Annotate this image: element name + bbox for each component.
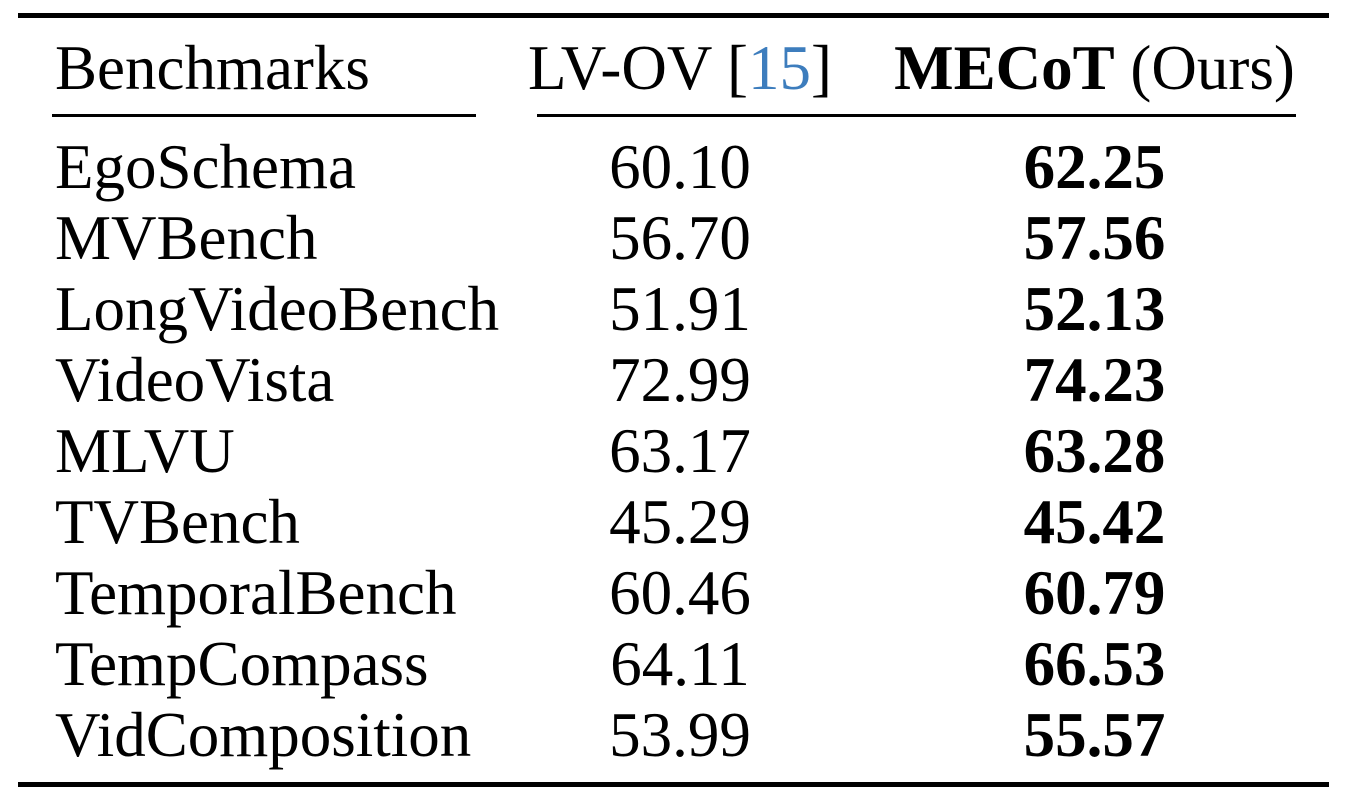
header-mecot-suffix: (Ours)	[1114, 32, 1295, 103]
table-row: TVBench 45.29 45.42	[18, 487, 1329, 558]
table-top-rule	[18, 13, 1329, 18]
table-body: EgoSchema 60.10 62.25 MVBench 56.70 57.5…	[0, 132, 1346, 771]
table-row: LongVideoBench 51.91 52.13	[18, 274, 1329, 345]
citation-link-15[interactable]: 15	[748, 32, 811, 103]
header-lvov: LV-OV [15]	[500, 36, 860, 100]
table-row: TemporalBench 60.46 60.79	[18, 558, 1329, 629]
header-mecot-label: MECoT	[894, 32, 1115, 103]
table-row: MVBench 56.70 57.56	[18, 203, 1329, 274]
table-row: TempCompass 64.11 66.53	[18, 629, 1329, 700]
table-bottom-rule	[18, 782, 1329, 787]
lvov-score: 64.11	[610, 629, 750, 699]
mecot-score: 63.28	[1023, 416, 1166, 486]
header-midrule-benchmarks	[52, 114, 476, 117]
citation-bracket-open: [	[711, 32, 748, 103]
benchmark-name: MVBench	[55, 203, 318, 273]
header-lvov-label: LV-OV	[528, 32, 712, 103]
benchmark-name: VideoVista	[55, 345, 335, 415]
header-midrule-scores	[537, 114, 1296, 117]
mecot-score: 57.56	[1023, 203, 1166, 273]
lvov-score: 51.91	[609, 274, 751, 344]
lvov-score: 56.70	[609, 203, 751, 273]
mecot-score: 52.13	[1023, 274, 1166, 344]
lvov-score: 60.46	[609, 558, 751, 628]
benchmark-name: LongVideoBench	[55, 274, 500, 344]
table-row: VideoVista 72.99 74.23	[18, 345, 1329, 416]
lvov-score: 53.99	[609, 700, 751, 770]
lvov-score: 60.10	[609, 132, 751, 202]
mecot-score: 55.57	[1023, 700, 1166, 770]
mecot-score: 45.42	[1023, 487, 1166, 557]
table-row: MLVU 63.17 63.28	[18, 416, 1329, 487]
mecot-score: 62.25	[1023, 132, 1166, 202]
benchmark-name: TVBench	[55, 487, 300, 557]
citation-bracket-close: ]	[811, 32, 832, 103]
mecot-score: 60.79	[1023, 558, 1166, 628]
table-header-row: Benchmarks LV-OV [15] MECoT (Ours)	[18, 28, 1329, 108]
benchmark-name: TempCompass	[55, 629, 429, 699]
header-benchmarks: Benchmarks	[55, 32, 370, 103]
benchmark-name: EgoSchema	[55, 132, 356, 202]
table-row: EgoSchema 60.10 62.25	[18, 132, 1329, 203]
lvov-score: 45.29	[609, 487, 751, 557]
lvov-score: 72.99	[609, 345, 751, 415]
mecot-score: 66.53	[1023, 629, 1166, 699]
benchmark-name: TemporalBench	[55, 558, 457, 628]
table-row: VidComposition 53.99 55.57	[18, 700, 1329, 771]
header-mecot: MECoT (Ours)	[860, 36, 1329, 100]
lvov-score: 63.17	[609, 416, 751, 486]
mecot-score: 74.23	[1023, 345, 1166, 415]
benchmark-name: MLVU	[55, 416, 235, 486]
benchmark-name: VidComposition	[55, 700, 472, 770]
